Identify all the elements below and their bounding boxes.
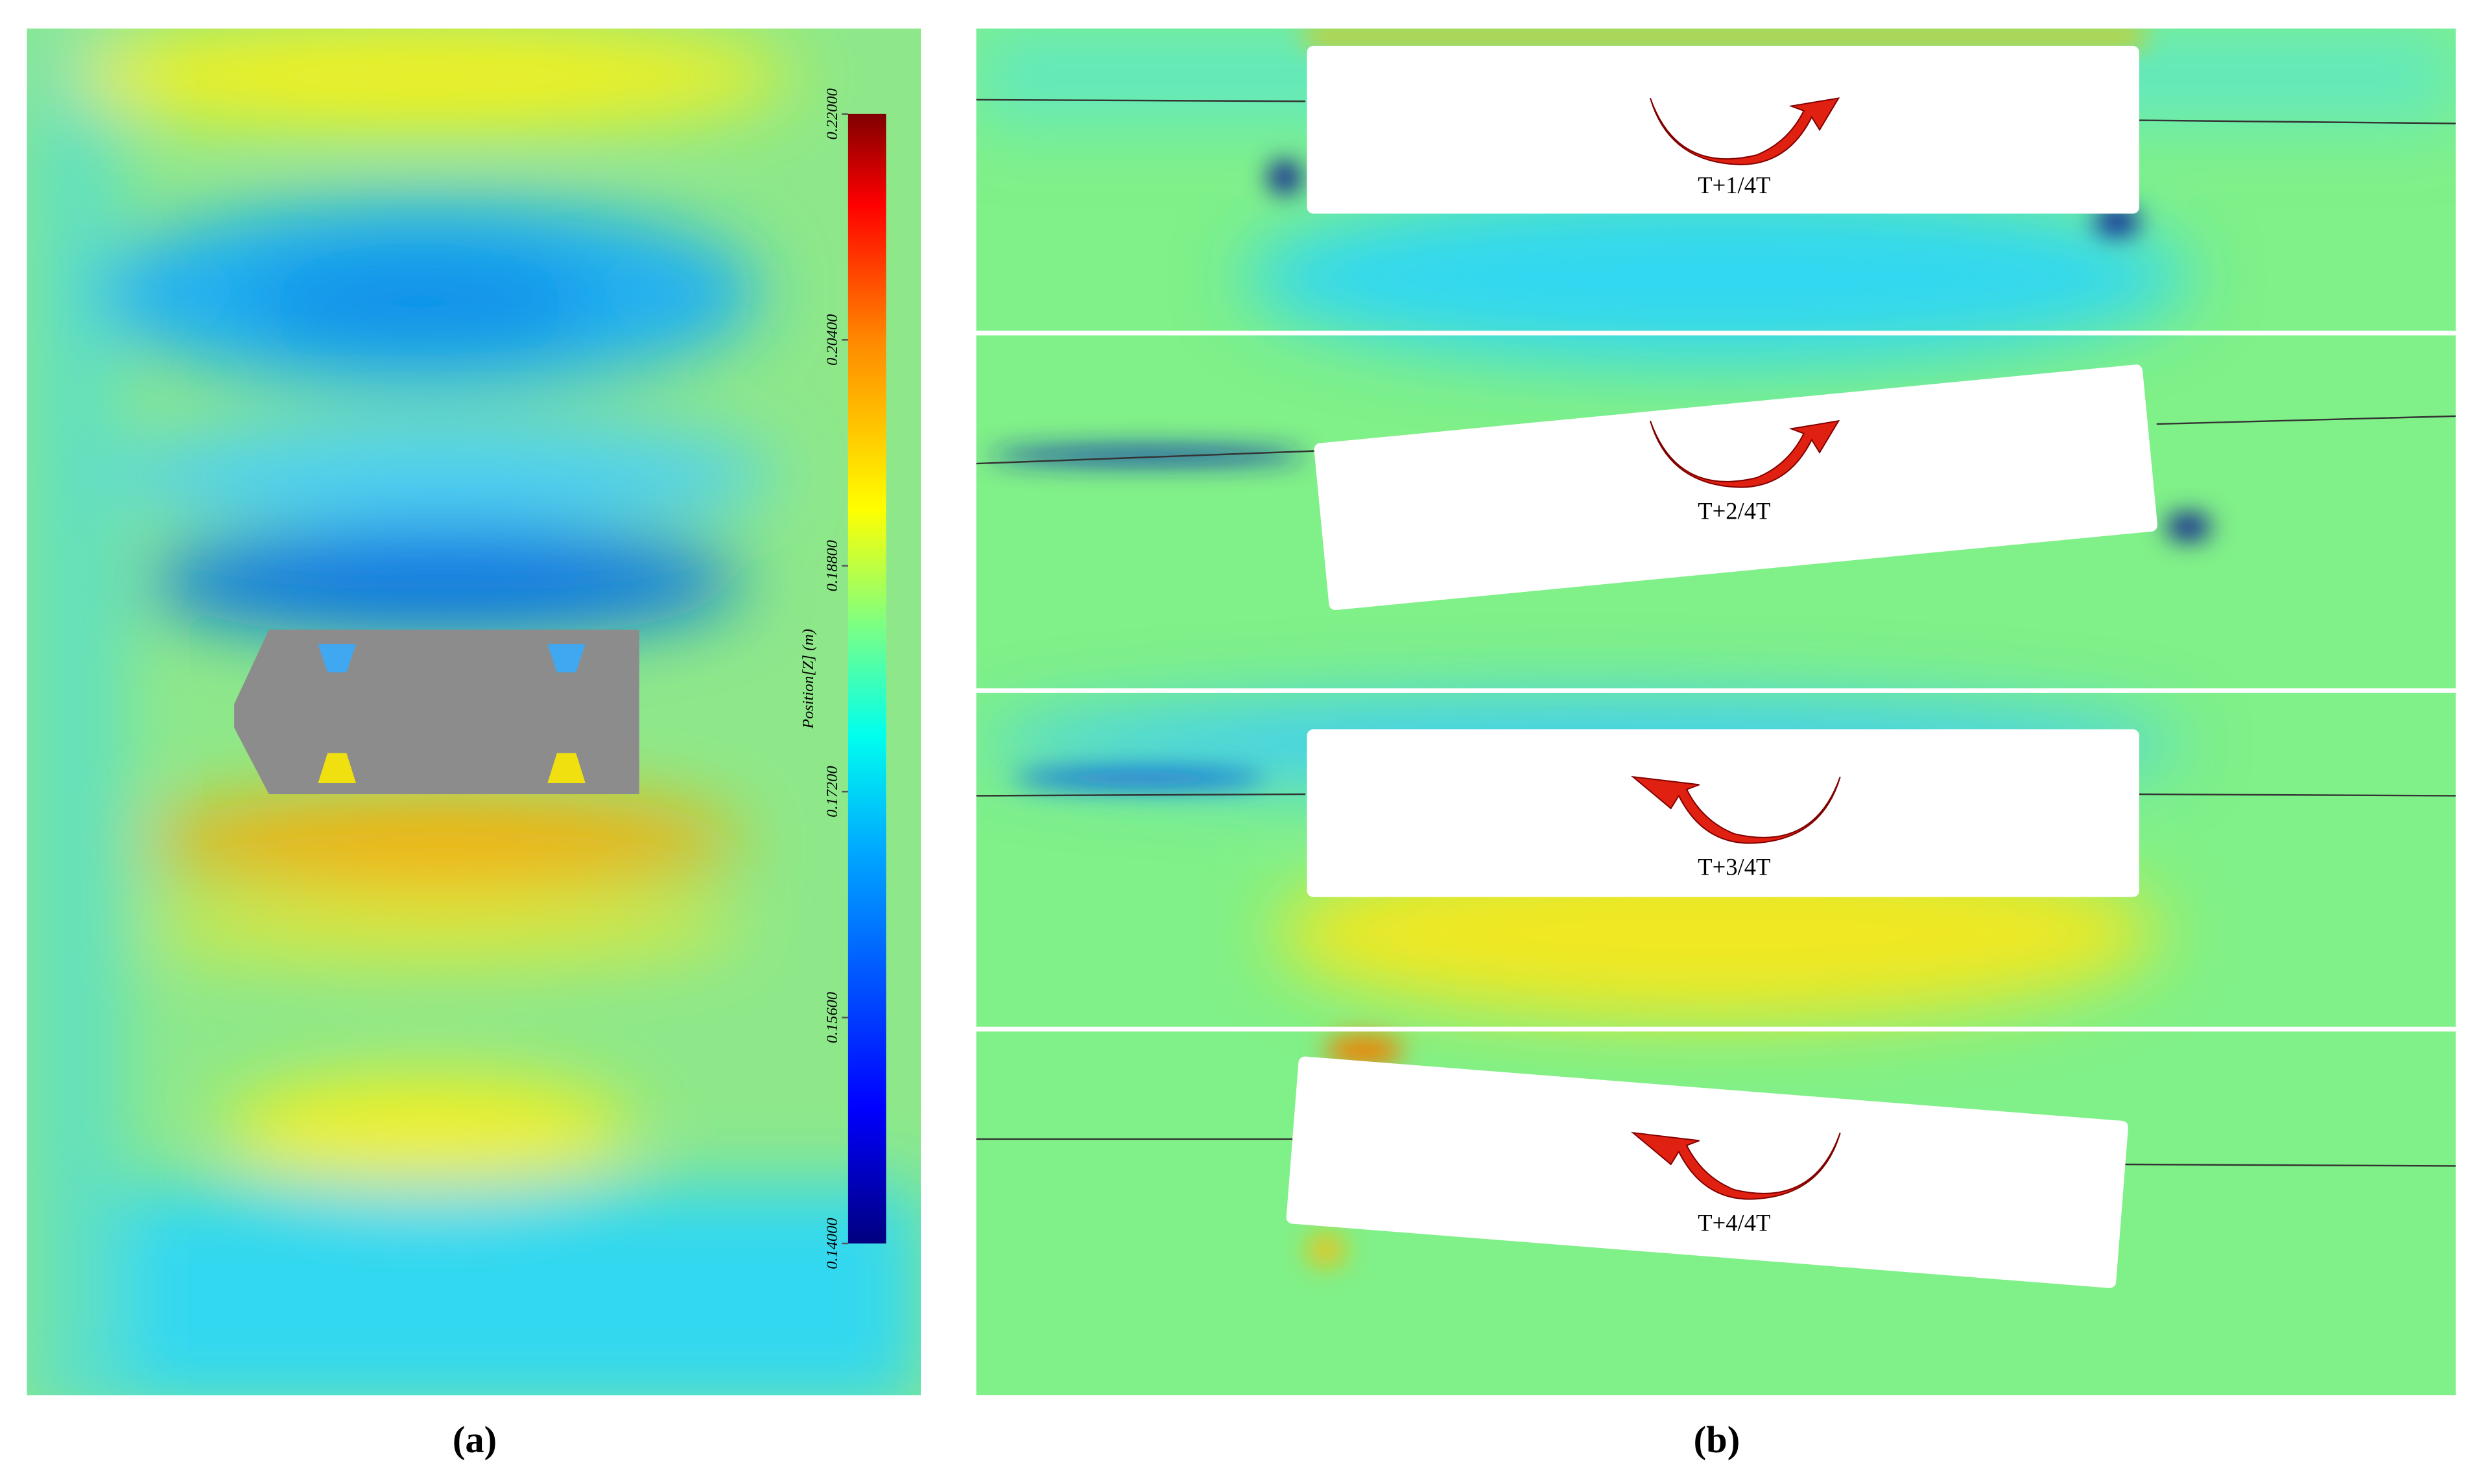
frame-label: T+4/4T bbox=[1698, 1209, 1770, 1236]
field-a bbox=[27, 29, 921, 1396]
colorbar bbox=[848, 113, 886, 1243]
colorbar-tick-label: 0.15600 bbox=[824, 992, 841, 1043]
frame-label: T+1/4T bbox=[1698, 172, 1770, 198]
colorbar-tick-label: 0.14000 bbox=[824, 1218, 841, 1269]
panel-label: (b) bbox=[1694, 1419, 1740, 1461]
colorbar-tick-label: 0.17200 bbox=[824, 766, 841, 817]
colorbar-tick-label: 0.22000 bbox=[824, 88, 841, 139]
colorbar-tick-label: 0.18800 bbox=[824, 540, 841, 591]
frame-label: T+3/4T bbox=[1698, 853, 1770, 880]
panel-label: (a) bbox=[453, 1419, 497, 1461]
colorbar-title: Position[Z] (m) bbox=[800, 629, 817, 729]
field-b: T+1/4T T+2/4T T+3/4T T+4/4T bbox=[976, 29, 2456, 1396]
frame-label: T+2/4T bbox=[1698, 497, 1770, 524]
colorbar-tick-label: 0.20400 bbox=[824, 314, 841, 366]
